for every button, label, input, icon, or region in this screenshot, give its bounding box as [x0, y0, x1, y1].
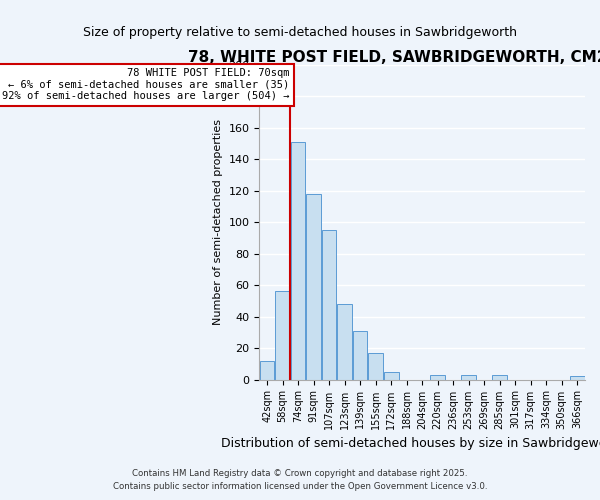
Bar: [570, 376, 584, 380]
Bar: [384, 372, 398, 380]
Bar: [260, 360, 274, 380]
Bar: [353, 331, 367, 380]
Bar: [368, 353, 383, 380]
Text: Size of property relative to semi-detached houses in Sawbridgeworth: Size of property relative to semi-detach…: [83, 26, 517, 39]
Text: 78 WHITE POST FIELD: 70sqm
← 6% of semi-detached houses are smaller (35)
92% of : 78 WHITE POST FIELD: 70sqm ← 6% of semi-…: [2, 68, 290, 102]
Bar: [275, 292, 290, 380]
Text: Contains HM Land Registry data © Crown copyright and database right 2025.
Contai: Contains HM Land Registry data © Crown c…: [113, 469, 487, 491]
Bar: [430, 375, 445, 380]
Bar: [493, 375, 507, 380]
Bar: [322, 230, 337, 380]
Y-axis label: Number of semi-detached properties: Number of semi-detached properties: [213, 120, 223, 326]
Bar: [461, 375, 476, 380]
Bar: [337, 304, 352, 380]
Title: 78, WHITE POST FIELD, SAWBRIDGEWORTH, CM21 0BY: 78, WHITE POST FIELD, SAWBRIDGEWORTH, CM…: [188, 50, 600, 65]
X-axis label: Distribution of semi-detached houses by size in Sawbridgeworth: Distribution of semi-detached houses by …: [221, 437, 600, 450]
Bar: [291, 142, 305, 380]
Bar: [306, 194, 321, 380]
